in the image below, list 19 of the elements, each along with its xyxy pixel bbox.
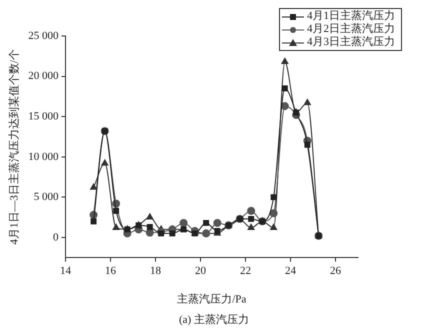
y-tick-label: 10 000 — [28, 150, 59, 163]
x-tick-label: 16 — [104, 265, 116, 278]
text: (a) 主蒸汽压力 — [178, 312, 250, 327]
x-tick-label: 20 — [194, 265, 206, 278]
y-tick-label: 20 000 — [28, 70, 59, 82]
legend-label: 4月3日主蒸汽压力 — [307, 36, 395, 49]
x-tick-label: 22 — [240, 265, 251, 278]
x-tick-label: 24 — [284, 265, 296, 278]
legend-label: 4月1日主蒸汽压力 — [307, 10, 395, 22]
x-tick-label: 14 — [60, 265, 72, 278]
x-tick-label: 18 — [150, 265, 162, 278]
x-axis-title: 主蒸汽压力/Pa — [177, 292, 246, 306]
y-tick-label: 5 000 — [34, 191, 59, 204]
y-tick-label: 15 000 — [28, 110, 59, 122]
x-tick-label: 26 — [330, 265, 342, 278]
y-axis-title: 4月1日—3日主蒸汽压力达到某值个数/个 — [7, 49, 20, 245]
y-tick-label: 0 — [52, 231, 59, 244]
legend-label: 4月2日主蒸汽压力 — [307, 23, 395, 36]
y-tick-label: 25 000 — [28, 30, 59, 42]
